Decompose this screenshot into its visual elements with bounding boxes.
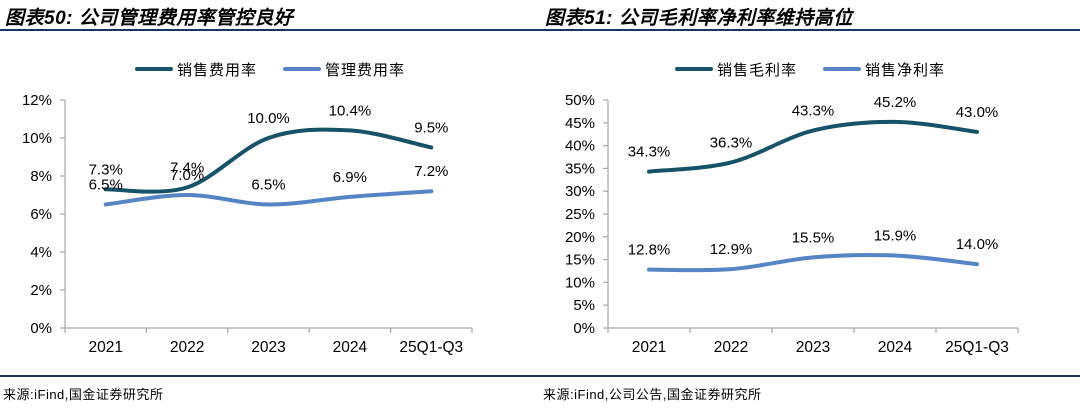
data-label: 7.2% [414, 163, 448, 180]
y-tick-label: 0% [573, 320, 595, 337]
y-tick-label: 20% [565, 229, 595, 246]
footer-rule [0, 375, 540, 377]
data-label: 6.5% [89, 177, 123, 194]
legend-line-swatch [823, 67, 861, 71]
chart-title: 图表50: 公司管理费用率管控良好 [5, 8, 294, 29]
x-category-label: 2024 [878, 339, 913, 356]
y-tick-label: 15% [565, 252, 595, 269]
source-note: 来源:iFind,国金证券研究所 [3, 387, 164, 402]
y-tick-label: 10% [565, 274, 595, 291]
panel-header: 图表51: 公司毛利率净利率维持高位 [540, 0, 1080, 31]
data-label: 45.2% [874, 94, 917, 111]
x-category-label: 2022 [714, 339, 748, 356]
legend-line-swatch [674, 67, 713, 71]
x-category-label: 2023 [251, 339, 285, 356]
data-label: 43.3% [792, 103, 835, 120]
y-tick-label: 10% [22, 130, 52, 147]
legend-item: 销售毛利率 [674, 59, 797, 80]
y-tick-label: 40% [565, 138, 595, 155]
source-note: 来源:iFind,公司公告,国金证券研究所 [543, 387, 762, 402]
data-label: 10.0% [247, 110, 290, 127]
data-label: 43.0% [956, 104, 999, 121]
data-label: 36.3% [710, 134, 753, 151]
series-line [103, 127, 434, 194]
legend-line-swatch [283, 67, 321, 71]
x-category-label: 2022 [170, 339, 204, 356]
y-tick-label: 5% [573, 297, 595, 314]
data-label: 34.3% [628, 144, 671, 161]
y-tick-label: 35% [565, 160, 595, 177]
legend-item: 销售净利率 [823, 59, 945, 80]
data-label: 14.0% [956, 236, 999, 253]
x-category-label: 25Q1-Q3 [945, 339, 1009, 356]
line-chart: 0% 5% 10% 15% 20% 25% 30% 35% 40% 45% 50% 2021 2022 2… [565, 92, 1019, 356]
y-tick-label: 6% [30, 206, 52, 223]
legend-label: 销售毛利率 [716, 61, 797, 79]
y-tick-label: 25% [565, 206, 595, 223]
data-label: 7.4% [170, 159, 204, 176]
series-line [103, 189, 434, 207]
chart-panel-figure-50: 图表50: 公司管理费用率管控良好 销售费用率 管理费用率 0% 2% 4% 6% 8% 1… [0, 0, 540, 402]
data-label: 12.9% [710, 241, 753, 258]
data-label: 15.5% [792, 229, 835, 246]
data-label: 6.5% [251, 177, 285, 194]
panel-header: 图表50: 公司管理费用率管控良好 [0, 0, 540, 31]
footer-rule [540, 375, 1080, 377]
line-chart: 0% 2% 4% 6% 8% 10% 12% 2021 2022 2023 2024 25Q1-Q3 7… [22, 92, 473, 356]
data-label: 12.8% [628, 242, 671, 259]
legend-label: 销售净利率 [865, 61, 946, 79]
y-tick-label: 45% [565, 115, 595, 132]
y-tick-label: 0% [30, 320, 52, 337]
y-tick-label: 12% [22, 92, 52, 109]
x-category-label: 2023 [796, 339, 830, 356]
data-label: 7.0% [170, 167, 204, 184]
x-category-label: 2024 [333, 339, 368, 356]
data-label: 10.4% [329, 102, 372, 119]
data-label: 15.9% [874, 227, 917, 244]
legend-label: 销售费用率 [176, 61, 257, 79]
legend-line-swatch [134, 67, 173, 71]
x-category-label: 25Q1-Q3 [399, 339, 463, 356]
y-tick-label: 4% [30, 244, 52, 261]
y-tick-label: 50% [565, 92, 595, 109]
legend-label: 管理费用率 [325, 61, 406, 79]
data-label: 9.5% [414, 120, 448, 137]
y-tick-label: 30% [565, 183, 595, 200]
series-line [647, 119, 979, 174]
data-label: 6.9% [333, 169, 367, 186]
y-tick-label: 8% [30, 168, 52, 185]
series-line [647, 252, 979, 273]
data-label: 7.3% [89, 161, 123, 178]
chart-legend: 销售费用率 管理费用率 [0, 49, 540, 89]
x-category-label: 2021 [632, 339, 666, 356]
chart-panel-figure-51: 图表51: 公司毛利率净利率维持高位 销售毛利率 销售净利率 0% 5% 10% 15%… [540, 0, 1080, 413]
y-tick-label: 2% [30, 282, 52, 299]
x-category-label: 2021 [88, 339, 122, 356]
chart-legend: 销售毛利率 销售净利率 [540, 49, 1080, 89]
legend-item: 销售费用率 [134, 59, 257, 80]
chart-title: 图表51: 公司毛利率净利率维持高位 [545, 8, 853, 29]
legend-item: 管理费用率 [283, 59, 405, 80]
